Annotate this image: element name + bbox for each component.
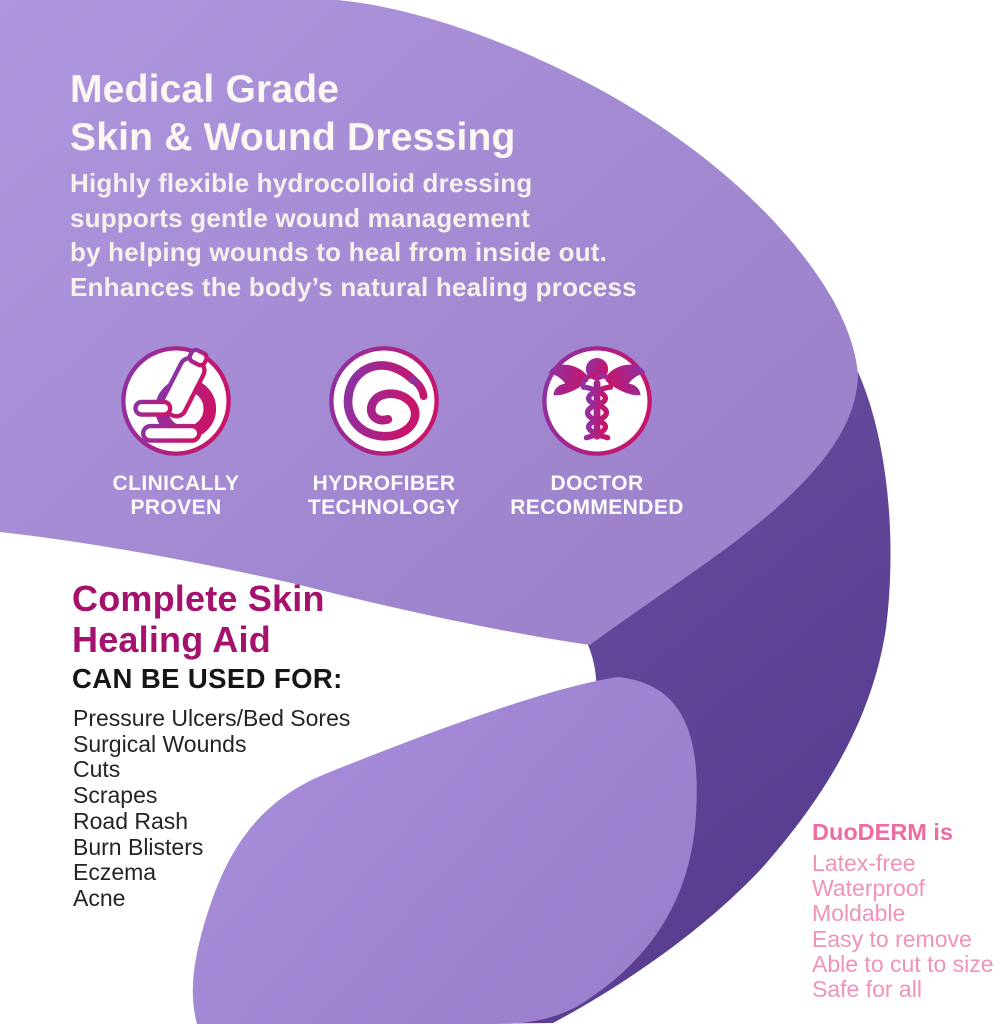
badge-label: CLINICALLY PROVEN: [112, 472, 240, 519]
list-item: Scrapes: [73, 782, 158, 809]
features-list: Latex-free Waterproof Moldable Easy to remo…: [812, 850, 994, 1003]
list-item: Able to cut to size: [812, 950, 994, 977]
badge-doctor-recommended: DOCTOR RECOMMENDED: [510, 345, 684, 519]
caduceus-icon: [542, 346, 652, 456]
list-item: Safe for all: [812, 976, 922, 1003]
badge-clinically-proven: CLINICALLY PROVEN: [91, 345, 261, 519]
hydrofiber-swirl-icon: [329, 346, 439, 456]
list-item: Eczema: [73, 859, 157, 886]
list-item: Moldable: [812, 900, 906, 927]
badge-label: DOCTOR RECOMMENDED: [510, 472, 684, 519]
uses-list: Pressure Ulcers/Bed Sores Surgical Wounds…: [73, 705, 351, 912]
list-item: Latex-free: [812, 850, 916, 876]
badge-label: HYDROFIBER TECHNOLOGY: [307, 472, 461, 519]
list-item: Easy to remove: [812, 925, 972, 952]
healing-aid-heading: Complete Skin Healing Aid: [72, 578, 325, 660]
product-features: DuoDERM is Latex-free Waterproof Moldable E…: [812, 819, 994, 1002]
list-item: Surgical Wounds: [73, 730, 247, 757]
badge-row: CLINICALLY PROVEN HYDROFIBER TECHNOLOGY: [0, 345, 760, 520]
list-item: Road Rash: [73, 807, 189, 834]
list-item: Waterproof: [812, 875, 925, 902]
list-item: Pressure Ulcers/Bed Sores: [73, 705, 351, 731]
features-heading: DuoDERM is: [812, 819, 953, 845]
bottom-blob-shape: [192, 677, 697, 1024]
microscope-icon: [121, 346, 231, 456]
list-item: Cuts: [73, 756, 121, 783]
badge-hydrofiber-technology: HYDROFIBER TECHNOLOGY: [299, 345, 469, 519]
hero-subtitle: Highly flexible hydrocolloid dressing su…: [70, 168, 637, 302]
list-item: Burn Blisters: [73, 833, 204, 860]
page-title: Medical Grade Skin & Wound Dressing: [70, 68, 516, 159]
list-item: Acne: [73, 884, 126, 911]
top-blob-shape: [0, 0, 858, 645]
can-be-used-for-label: CAN BE USED FOR:: [72, 663, 343, 694]
